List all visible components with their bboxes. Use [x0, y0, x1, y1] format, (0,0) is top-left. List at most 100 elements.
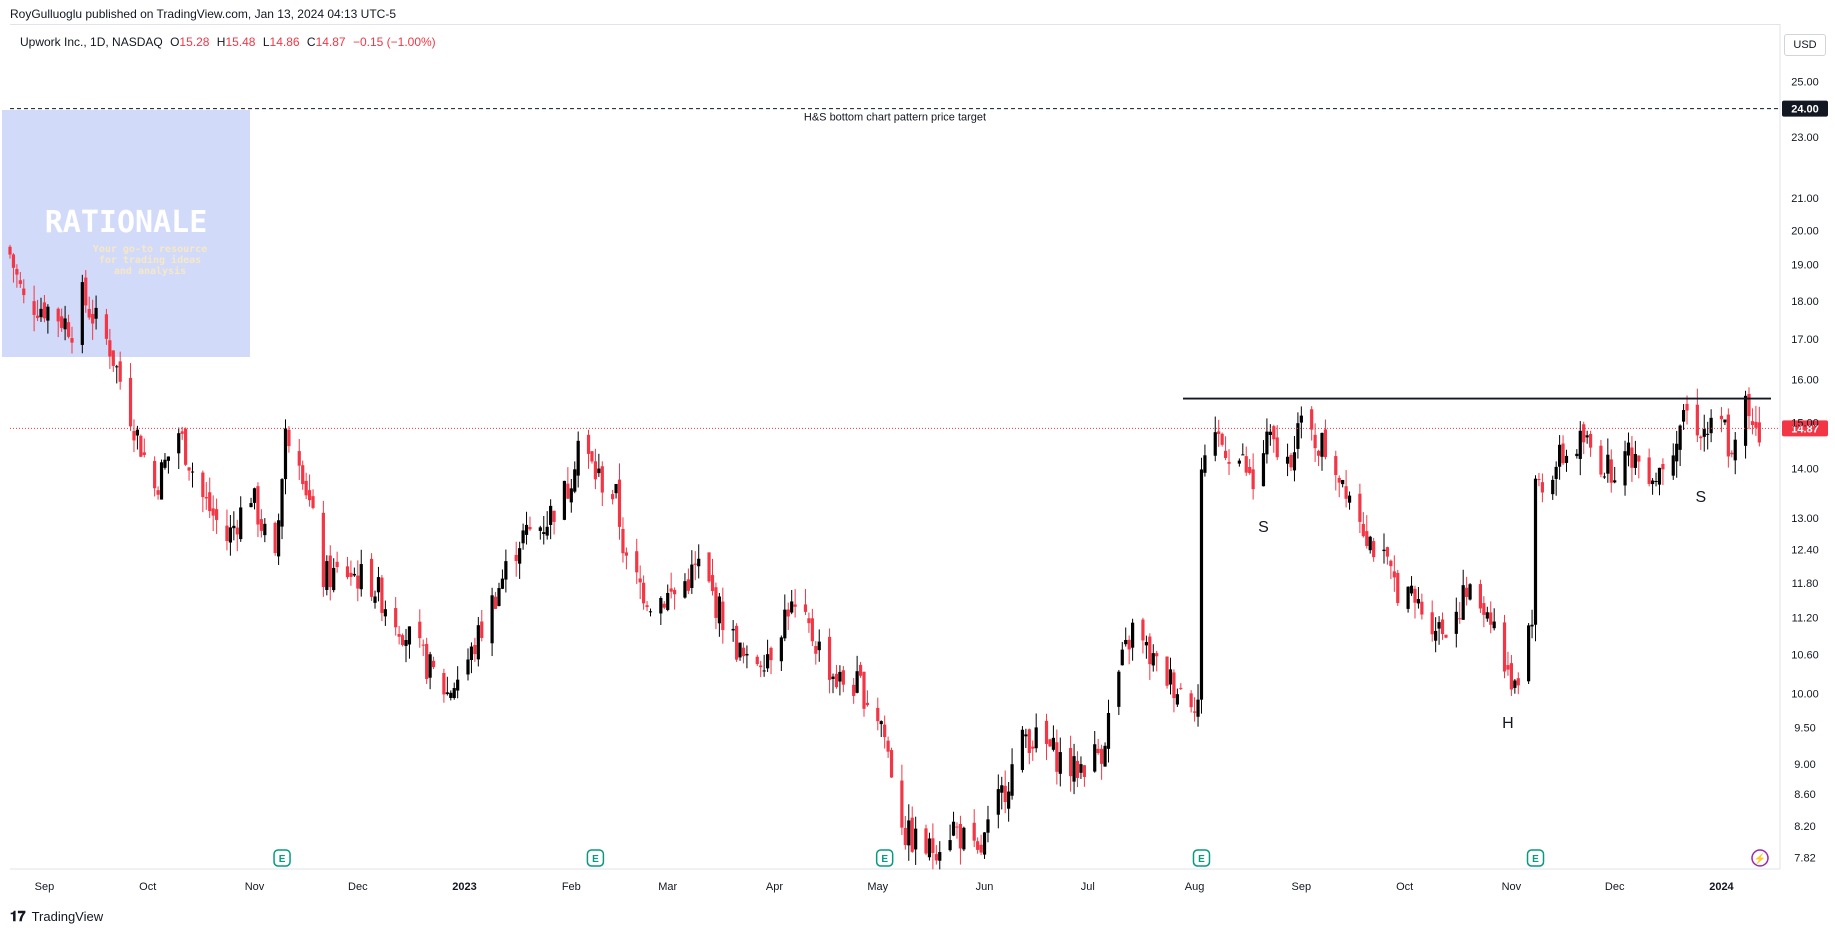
candle-body [738, 642, 742, 658]
candle-body [1530, 624, 1534, 627]
candle-body [1527, 625, 1531, 682]
candle-body [1551, 479, 1555, 495]
candle-body [252, 488, 257, 503]
price-tick-label: 9.50 [1794, 723, 1815, 735]
candle-body [586, 434, 591, 454]
candle-body [1192, 711, 1197, 713]
candle-body [521, 530, 525, 544]
candle-body [1743, 395, 1748, 446]
price-tick-label: 19.00 [1791, 260, 1819, 272]
candle-body [225, 525, 229, 542]
candle-body [356, 575, 360, 589]
candle-body [187, 467, 191, 471]
candle-body [1458, 618, 1462, 620]
candle-body [590, 451, 594, 462]
candle-body [11, 254, 16, 268]
candle-body [1069, 747, 1073, 777]
candle-body [1100, 748, 1104, 764]
candle-body [1750, 421, 1755, 426]
candle-body [1127, 639, 1131, 650]
candle-body [1582, 424, 1586, 443]
candle-body [865, 702, 870, 706]
candle-body [63, 318, 67, 330]
candle-body [762, 670, 766, 672]
candle-body [1465, 587, 1469, 597]
close-value: 14.87 [315, 35, 346, 49]
candle-body [734, 625, 739, 660]
candle-body [1575, 453, 1579, 457]
candle-body [889, 750, 894, 778]
candle-body [276, 520, 281, 557]
candle-body [1196, 699, 1200, 717]
candle-body [673, 589, 677, 595]
candle-body [166, 456, 171, 461]
candle-body [1726, 414, 1730, 457]
time-axis[interactable]: Sep Oct Nov Dec 2023 Feb Mar Apr May Jun Jul Aug Sep… [35, 881, 1735, 893]
candle-body [1213, 432, 1217, 456]
candle-body [1502, 622, 1507, 672]
target-price-tag [1782, 100, 1828, 117]
candle-body [1623, 451, 1627, 486]
watermark: RATIONALE Your go-to resource for trading … [2, 110, 250, 357]
candle-body [1533, 478, 1538, 625]
candle-body [263, 523, 267, 536]
candle-body [876, 707, 880, 722]
candle-body [690, 564, 694, 588]
candle-body [87, 308, 91, 318]
candle-body [979, 844, 983, 853]
candle-body [1681, 410, 1686, 422]
footer-brand[interactable]: 𝟏𝟕 TradingView [10, 908, 103, 925]
currency-button[interactable]: USD [1784, 34, 1826, 56]
candle-body [1554, 466, 1558, 479]
candle-body [683, 581, 687, 598]
candle-body [469, 646, 474, 660]
candle-body [982, 832, 987, 855]
candle-body [1241, 454, 1245, 456]
candle-body [1461, 585, 1465, 620]
candle-body [1175, 694, 1179, 705]
candle-body [879, 721, 883, 725]
candle-body [325, 561, 329, 590]
candle-body [1685, 403, 1689, 411]
change-value: −0.15 (−1.00%) [352, 35, 436, 49]
price-axis[interactable]: 25.00 23.00 21.00 20.00 19.00 18.00 17.00 16.00… [1791, 76, 1819, 864]
candle-body [841, 670, 845, 685]
candle-body [91, 313, 95, 324]
candle-body [576, 440, 580, 476]
candle-body [39, 308, 43, 318]
candle-body [831, 676, 835, 679]
candle-body [900, 780, 904, 828]
candle-body [1585, 435, 1589, 438]
target-price-tag-text: 24.00 [1791, 104, 1819, 116]
chart-grid [10, 24, 1781, 870]
time-tick-label: 2024 [1709, 881, 1734, 893]
candle-body [1003, 785, 1007, 803]
candle-body [211, 508, 215, 516]
candle-body [614, 483, 618, 494]
candle-body [710, 575, 715, 592]
candle-body [569, 488, 573, 503]
candle-body [493, 596, 498, 609]
candle-body [273, 522, 277, 554]
candle-body [1096, 748, 1100, 754]
candle-body [118, 361, 122, 382]
price-tick-label: 7.82 [1794, 853, 1815, 865]
candle-body [1265, 431, 1269, 455]
candle-body [190, 471, 195, 473]
earnings-icon [586, 849, 605, 867]
candle-body [1657, 467, 1662, 485]
candle-body [1237, 460, 1241, 464]
candle-body [1413, 588, 1417, 603]
candle-body [1272, 426, 1276, 440]
symbol-title[interactable]: Upwork Inc., 1D, NASDAQ [20, 35, 163, 49]
candle-body [56, 308, 60, 322]
candle-body [1268, 431, 1272, 436]
high-label: H [216, 35, 226, 49]
candle-body [1506, 665, 1510, 670]
candle-body [1344, 486, 1348, 499]
candle-body [1337, 477, 1341, 483]
candle-body [1699, 436, 1703, 439]
candle-body [500, 578, 505, 589]
candle-body [552, 510, 556, 522]
